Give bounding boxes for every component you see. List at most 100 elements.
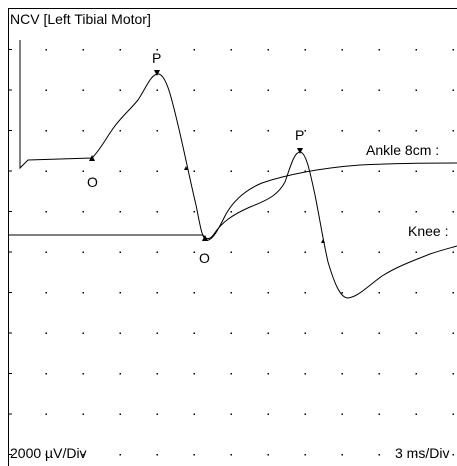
grid-dot [82, 454, 84, 456]
grid-dot [267, 251, 269, 253]
grid-dot [304, 413, 306, 415]
grid-dot [45, 170, 47, 172]
grid-dot [230, 454, 232, 456]
grid-dots [9, 49, 454, 456]
grid-dot [45, 373, 47, 375]
grid-dot [267, 170, 269, 172]
grid-dot [82, 292, 84, 294]
grid-dot [378, 89, 380, 91]
grid-dot [230, 89, 232, 91]
grid-dot [341, 332, 343, 334]
grid-dot [415, 89, 417, 91]
grid-dot [119, 373, 121, 375]
grid-dot [156, 413, 158, 415]
grid-dot [415, 332, 417, 334]
grid-dot [119, 454, 121, 456]
grid-dot [415, 211, 417, 213]
grid-dot [156, 373, 158, 375]
grid-dot [415, 49, 417, 51]
onset-label: O [199, 250, 210, 266]
grid-dot [452, 292, 454, 294]
grid-dot [304, 373, 306, 375]
grid-dot [82, 373, 84, 375]
grid-dot [193, 373, 195, 375]
grid-dot [304, 211, 306, 213]
grid-dot [304, 292, 306, 294]
grid-dot [341, 130, 343, 132]
grid-dot [304, 332, 306, 334]
grid-dot [45, 49, 47, 51]
grid-dot [193, 292, 195, 294]
grid-dot [119, 251, 121, 253]
peak-marker [297, 148, 303, 154]
grid-dot [119, 332, 121, 334]
grid-dot [378, 170, 380, 172]
grid-dot [415, 251, 417, 253]
amplitude-scale: 2000 µV/Div [10, 445, 87, 461]
grid-dot [415, 130, 417, 132]
grid-dot [267, 413, 269, 415]
grid-dot [82, 211, 84, 213]
grid-dot [452, 373, 454, 375]
grid-dot [378, 332, 380, 334]
grid-dot [193, 49, 195, 51]
grid-dot [452, 251, 454, 253]
grid-dot [452, 130, 454, 132]
grid-dot [193, 413, 195, 415]
grid-dot [452, 332, 454, 334]
marker [184, 166, 188, 170]
grid-dot [230, 292, 232, 294]
grid-dot [415, 413, 417, 415]
grid-dot [156, 332, 158, 334]
grid-dot [45, 454, 47, 456]
grid-dot [378, 49, 380, 51]
grid-dot [193, 251, 195, 253]
grid-dot [304, 170, 306, 172]
grid-dot [45, 251, 47, 253]
grid-dot [304, 454, 306, 456]
grid-dot [304, 89, 306, 91]
grid-dot [82, 49, 84, 51]
grid-dot [156, 89, 158, 91]
onset-label: O [87, 174, 98, 190]
grid-dot [119, 49, 121, 51]
grid-dot [45, 413, 47, 415]
grid-dot [341, 454, 343, 456]
grid-dot [452, 413, 454, 415]
onset-marker [202, 235, 208, 241]
grid-dot [119, 89, 121, 91]
grid-dot [267, 89, 269, 91]
grid-dot [452, 49, 454, 51]
grid-dot [341, 89, 343, 91]
grid-dot [156, 49, 158, 51]
grid-dot [378, 130, 380, 132]
grid-dot [82, 413, 84, 415]
knee-trace [8, 151, 457, 299]
grid-dot [378, 454, 380, 456]
grid-dot [230, 332, 232, 334]
ankle-trace [19, 40, 457, 241]
onset-marker [89, 155, 95, 161]
grid-dot [45, 89, 47, 91]
grid-dot [415, 454, 417, 456]
grid-dot [341, 413, 343, 415]
grid-dot [230, 373, 232, 375]
grid-dot [193, 211, 195, 213]
grid-dot [193, 454, 195, 456]
grid-dot [415, 373, 417, 375]
grid-dot [267, 49, 269, 51]
grid-dot [119, 292, 121, 294]
grid-dot [341, 211, 343, 213]
grid-dot [304, 130, 306, 132]
grid-dot [82, 170, 84, 172]
grid-dot [193, 130, 195, 132]
grid-dot [452, 454, 454, 456]
event-markers [89, 70, 325, 243]
grid-dot [378, 413, 380, 415]
grid-dot [378, 373, 380, 375]
grid-dot [230, 251, 232, 253]
grid-dot [304, 251, 306, 253]
grid-dot [230, 211, 232, 213]
grid-dot [267, 292, 269, 294]
